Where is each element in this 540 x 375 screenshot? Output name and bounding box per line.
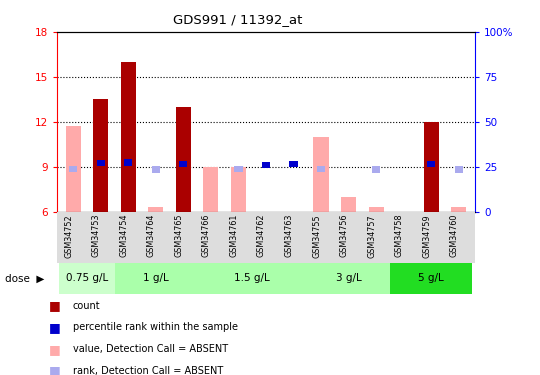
Bar [66,126,81,212]
Bar [313,137,328,212]
Bar [341,197,356,212]
Bar [121,62,136,212]
Text: 1.5 g/L: 1.5 g/L [234,273,270,284]
Bar [97,160,105,166]
Text: GSM34765: GSM34765 [174,214,184,257]
Bar [148,207,164,212]
Bar [179,161,187,167]
Bar [368,207,383,212]
Text: GSM34760: GSM34760 [450,214,458,257]
Text: rank, Detection Call = ABSENT: rank, Detection Call = ABSENT [73,366,223,375]
Text: GSM34763: GSM34763 [285,214,293,257]
Text: GSM34758: GSM34758 [395,214,403,257]
Bar [124,159,132,165]
Text: count: count [73,301,100,310]
Bar [423,122,438,212]
Bar [390,262,472,294]
Text: GSM34755: GSM34755 [312,214,321,258]
Text: 3 g/L: 3 g/L [336,273,361,284]
Text: GSM34757: GSM34757 [367,214,376,258]
Text: GSM34759: GSM34759 [422,214,431,258]
Text: dose  ▶: dose ▶ [5,273,45,284]
Bar [204,167,219,212]
Bar [372,166,380,173]
Bar [455,166,463,173]
Text: ■: ■ [49,364,60,375]
Bar [289,161,298,167]
Text: GDS991 / 11392_at: GDS991 / 11392_at [173,13,302,26]
Text: value, Detection Call = ABSENT: value, Detection Call = ABSENT [73,344,228,354]
Text: GSM34753: GSM34753 [92,214,101,257]
Bar [197,262,307,294]
Bar [231,167,246,212]
Bar [234,165,242,172]
Text: ■: ■ [49,299,60,312]
Bar [307,262,390,294]
Bar [93,99,109,212]
Bar [69,165,77,172]
Text: GSM34756: GSM34756 [340,214,348,257]
Bar [59,262,114,294]
Bar [427,161,435,167]
Bar [114,262,197,294]
Text: 5 g/L: 5 g/L [418,273,444,284]
Text: GSM34766: GSM34766 [202,214,211,257]
Bar [262,162,270,168]
Text: GSM34754: GSM34754 [119,214,129,257]
Text: percentile rank within the sample: percentile rank within the sample [73,322,238,332]
Bar [451,207,466,212]
Bar [152,166,160,173]
Text: 1 g/L: 1 g/L [143,273,168,284]
Bar [317,165,325,172]
Text: ■: ■ [49,343,60,355]
Text: ■: ■ [49,321,60,334]
Bar [176,107,191,212]
Text: GSM34764: GSM34764 [147,214,156,257]
Text: GSM34761: GSM34761 [230,214,239,257]
Text: GSM34762: GSM34762 [257,214,266,257]
Text: GSM34752: GSM34752 [64,214,73,258]
Text: 0.75 g/L: 0.75 g/L [66,273,108,284]
